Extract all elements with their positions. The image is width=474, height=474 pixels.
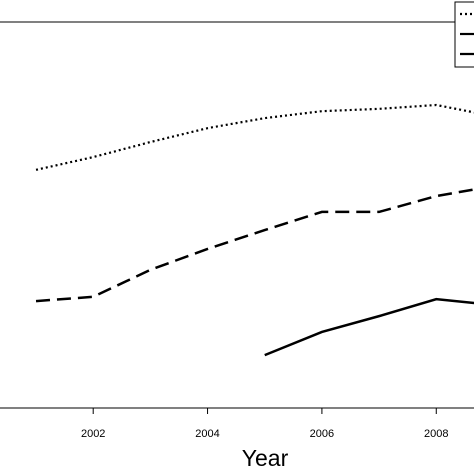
data-line [35,188,474,303]
x-tick-label: 2008 [424,428,448,440]
data-line [35,103,474,171]
x-tick-label: 2002 [81,428,105,440]
data-line [264,297,474,357]
x-tick-label: 2006 [310,428,334,440]
x-axis-label: Year [242,445,289,471]
x-tick-label: 2004 [195,428,219,440]
